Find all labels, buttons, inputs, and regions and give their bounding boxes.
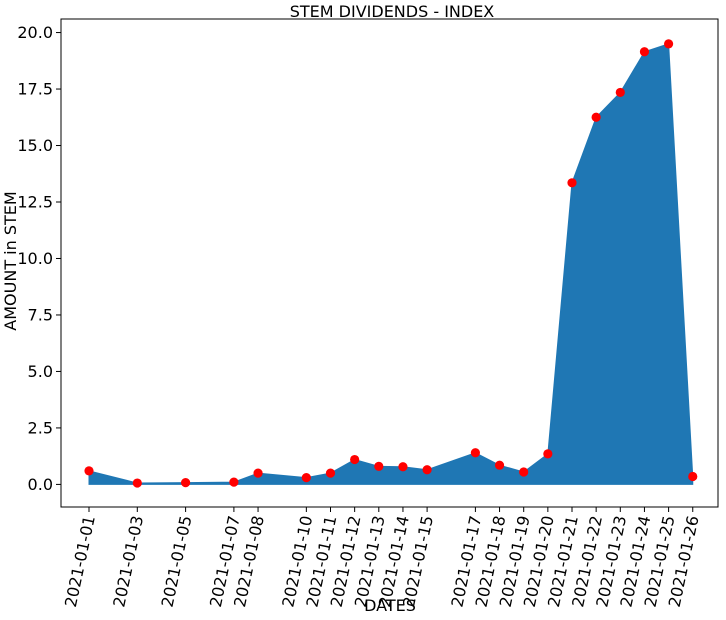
area-fill xyxy=(88,43,694,485)
data-point xyxy=(664,39,674,49)
data-point xyxy=(229,477,239,487)
data-point xyxy=(494,460,505,470)
data-point xyxy=(591,112,601,122)
data-point xyxy=(253,468,263,478)
y-tick-label: 12.5 xyxy=(17,193,53,212)
data-point xyxy=(132,478,142,488)
x-axis-label: DATES xyxy=(364,596,416,615)
data-point xyxy=(519,467,529,477)
y-tick-label: 0.0 xyxy=(28,475,53,494)
data-point xyxy=(350,454,360,465)
data-point xyxy=(470,448,480,458)
data-point xyxy=(567,178,577,188)
x-tick-label: 2021-01-01 xyxy=(61,514,99,609)
y-tick-label: 5.0 xyxy=(28,362,53,381)
data-point xyxy=(84,466,94,476)
x-tick-label: 2021-01-05 xyxy=(158,514,196,609)
data-point xyxy=(615,87,625,98)
y-tick-label: 15.0 xyxy=(17,136,53,155)
data-point xyxy=(301,473,311,483)
data-point xyxy=(688,471,698,482)
x-tick-label: 2021-01-03 xyxy=(109,514,147,609)
data-point xyxy=(181,478,191,488)
plot-frame xyxy=(60,18,719,508)
y-tick-label: 20.0 xyxy=(17,23,53,42)
y-tick-label: 17.5 xyxy=(17,80,53,99)
plot-layer xyxy=(84,39,698,488)
data-point xyxy=(374,461,384,471)
y-tick-label: 2.5 xyxy=(28,418,53,437)
y-axis-label: AMOUNT in STEM xyxy=(1,191,20,330)
data-point xyxy=(639,47,650,57)
y-tick-label: 10.0 xyxy=(17,249,53,268)
data-point xyxy=(543,449,553,459)
data-point xyxy=(422,465,432,475)
data-point xyxy=(398,462,408,472)
y-tick-label: 7.5 xyxy=(28,305,53,324)
chart-title: STEM DIVIDENDS - INDEX xyxy=(290,2,495,21)
data-point xyxy=(325,468,336,478)
